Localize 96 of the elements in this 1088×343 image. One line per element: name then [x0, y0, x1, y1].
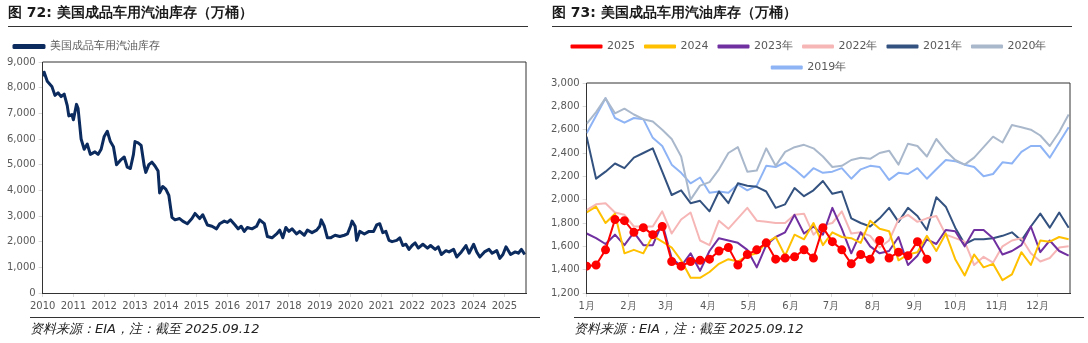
x-tick-label: 11月 — [985, 299, 1009, 311]
point — [648, 230, 658, 240]
y-tick-label: 2,400 — [550, 146, 580, 158]
point — [733, 260, 743, 270]
point — [752, 245, 762, 255]
x-tick-label: 2021 — [368, 299, 395, 311]
y-tick-label: 9,000 — [6, 55, 36, 67]
text: 资料来源：EIA，注：截至 2025.09.12 — [30, 317, 540, 338]
y-tick-label: 2,800 — [550, 99, 580, 111]
point — [865, 254, 875, 264]
point — [771, 254, 781, 264]
point — [676, 261, 686, 271]
y-tick-label: 2,600 — [550, 123, 580, 135]
x-tick-label: 2025 — [491, 299, 518, 311]
x-tick-label: 10月 — [943, 299, 967, 311]
point — [657, 222, 667, 231]
x-tick-label: 2013 — [122, 299, 148, 311]
legend-label: 2024 — [680, 39, 709, 53]
point — [610, 215, 620, 224]
y-tick-label: 2,200 — [550, 169, 580, 181]
y-tick-label: 4,000 — [6, 183, 36, 195]
y-tick-label: 5,000 — [6, 158, 36, 170]
x-tick-label: 2010 — [29, 299, 56, 311]
point — [723, 243, 733, 252]
point — [856, 250, 866, 259]
x-tick-label: 2024 — [460, 299, 487, 311]
y-tick-label: 1,800 — [550, 216, 580, 228]
point — [884, 253, 894, 263]
x-tick-label: 2016 — [214, 299, 241, 311]
x-tick-label: 2017 — [245, 299, 271, 311]
point — [875, 236, 885, 245]
point — [619, 216, 629, 226]
x-tick-label: 7月 — [822, 299, 840, 311]
y-tick-label: 1,600 — [550, 239, 580, 251]
x-tick-label: 6月 — [782, 299, 799, 311]
x-tick-label: 2014 — [153, 299, 179, 311]
x-tick-label: 2023 — [430, 299, 456, 311]
text: 资料来源：EIA，注：截至 2025.09.12 — [574, 317, 1084, 338]
legend-label: 2022年 — [838, 39, 878, 53]
y-tick-label: 1,200 — [550, 286, 580, 298]
y-tick-label: 2,000 — [550, 193, 580, 205]
point — [667, 257, 677, 266]
legend-label: 2019年 — [807, 60, 847, 74]
point — [629, 227, 639, 237]
point — [714, 246, 724, 256]
point — [686, 257, 696, 266]
x-tick-label: 2018 — [276, 299, 302, 311]
y-tick-label: 8,000 — [6, 81, 36, 93]
x-tick-label: 8月 — [864, 299, 882, 311]
y-tick-label: 0 — [29, 286, 36, 298]
x-tick-label: 9月 — [906, 299, 923, 311]
chart-title: 图 73: 美国成品车用汽油库存（万桶） — [552, 4, 1072, 27]
x-tick-label: 3月 — [658, 299, 675, 311]
y-tick-label: 3,000 — [6, 209, 36, 221]
point — [799, 245, 809, 255]
x-tick-label: 2020 — [337, 299, 364, 311]
x-tick-label: 4月 — [699, 299, 717, 311]
point — [705, 254, 714, 264]
x-tick-label: 12月 — [1026, 299, 1049, 311]
point — [742, 250, 752, 259]
point — [780, 253, 790, 263]
x-tick-label: 2019 — [306, 299, 333, 311]
point — [894, 247, 904, 257]
point — [912, 237, 922, 247]
x-tick-label: 2022 — [399, 299, 425, 311]
chart-title: 图 72: 美国成品车用汽油库存（万桶） — [8, 4, 528, 27]
x-tick-label: 2月 — [620, 299, 637, 311]
point — [638, 223, 648, 233]
point — [846, 259, 856, 269]
x-tick-label: 1月 — [578, 299, 595, 311]
y-tick-label: 7,000 — [6, 106, 36, 118]
legend-label: 2020年 — [1007, 39, 1047, 53]
legend-label: 2025 — [607, 39, 636, 53]
point — [790, 252, 800, 262]
y-tick-label: 1,400 — [550, 263, 580, 275]
x-tick-label: 2012 — [91, 299, 117, 311]
y-tick-label: 1,000 — [6, 260, 36, 272]
point — [837, 245, 847, 255]
point — [827, 237, 837, 247]
y-tick-label: 2,000 — [6, 235, 36, 247]
x-tick-label: 2011 — [60, 299, 87, 311]
point — [922, 254, 932, 264]
point — [761, 238, 771, 248]
y-tick-label: 6,000 — [6, 132, 36, 144]
point — [903, 251, 913, 261]
point — [818, 223, 828, 233]
legend-label: 美国成品车用汽油库存 — [49, 39, 160, 53]
point — [695, 255, 705, 265]
y-tick-label: 3,000 — [550, 76, 580, 88]
point — [808, 253, 818, 263]
point — [601, 245, 611, 255]
x-tick-label: 5月 — [740, 299, 757, 311]
legend-label: 2021年 — [922, 39, 962, 53]
point — [591, 260, 601, 270]
x-tick-label: 2015 — [183, 299, 210, 311]
legend-label: 2023年 — [754, 39, 794, 53]
